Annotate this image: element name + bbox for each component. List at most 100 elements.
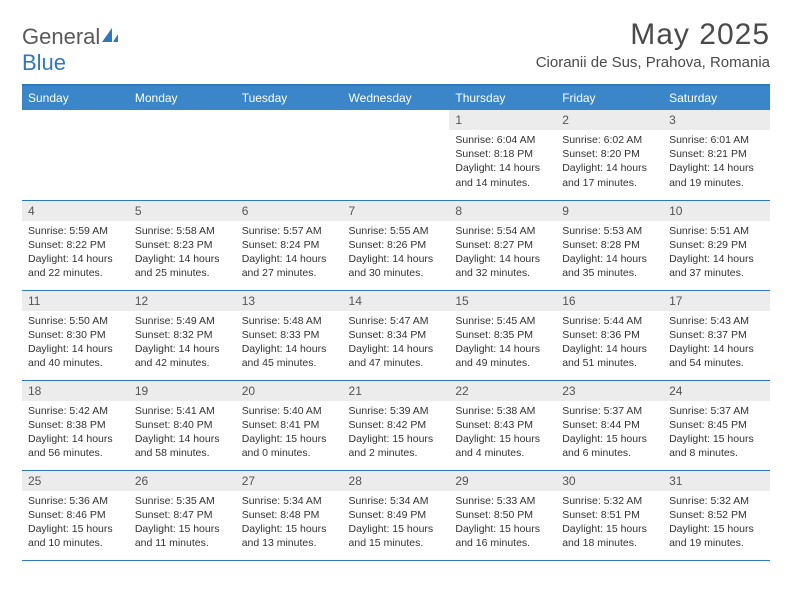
sunset-text: Sunset: 8:38 PM [28, 418, 123, 432]
daylight-text: Daylight: 14 hours and 14 minutes. [455, 161, 550, 189]
calendar-row: 1Sunrise: 6:04 AMSunset: 8:18 PMDaylight… [22, 110, 770, 200]
sunrise-text: Sunrise: 5:33 AM [455, 494, 550, 508]
daylight-text: Daylight: 15 hours and 6 minutes. [562, 432, 657, 460]
sunrise-text: Sunrise: 5:45 AM [455, 314, 550, 328]
calendar-head: SundayMondayTuesdayWednesdayThursdayFrid… [22, 85, 770, 110]
sunset-text: Sunset: 8:41 PM [242, 418, 337, 432]
day-number: 22 [449, 381, 556, 401]
day-number: 9 [556, 201, 663, 221]
calendar-cell [236, 110, 343, 200]
weekday-row: SundayMondayTuesdayWednesdayThursdayFrid… [22, 85, 770, 110]
day-content: Sunrise: 5:44 AMSunset: 8:36 PMDaylight:… [556, 311, 663, 375]
daylight-text: Daylight: 14 hours and 45 minutes. [242, 342, 337, 370]
day-number: 16 [556, 291, 663, 311]
daylight-text: Daylight: 15 hours and 18 minutes. [562, 522, 657, 550]
sunrise-text: Sunrise: 5:55 AM [349, 224, 444, 238]
calendar-cell: 27Sunrise: 5:34 AMSunset: 8:48 PMDayligh… [236, 470, 343, 560]
daylight-text: Daylight: 14 hours and 47 minutes. [349, 342, 444, 370]
day-content: Sunrise: 5:37 AMSunset: 8:44 PMDaylight:… [556, 401, 663, 465]
daylight-text: Daylight: 14 hours and 49 minutes. [455, 342, 550, 370]
day-number: 20 [236, 381, 343, 401]
sunset-text: Sunset: 8:43 PM [455, 418, 550, 432]
sunrise-text: Sunrise: 5:50 AM [28, 314, 123, 328]
sunrise-text: Sunrise: 5:40 AM [242, 404, 337, 418]
calendar-cell: 23Sunrise: 5:37 AMSunset: 8:44 PMDayligh… [556, 380, 663, 470]
title-block: May 2025 Cioranii de Sus, Prahova, Roman… [536, 18, 770, 71]
sunset-text: Sunset: 8:40 PM [135, 418, 230, 432]
day-number: 5 [129, 201, 236, 221]
day-content: Sunrise: 5:34 AMSunset: 8:49 PMDaylight:… [343, 491, 450, 555]
sunset-text: Sunset: 8:42 PM [349, 418, 444, 432]
daylight-text: Daylight: 14 hours and 19 minutes. [669, 161, 764, 189]
sunrise-text: Sunrise: 5:36 AM [28, 494, 123, 508]
calendar-cell: 2Sunrise: 6:02 AMSunset: 8:20 PMDaylight… [556, 110, 663, 200]
day-content: Sunrise: 5:51 AMSunset: 8:29 PMDaylight:… [663, 221, 770, 285]
day-number: 31 [663, 471, 770, 491]
daylight-text: Daylight: 14 hours and 56 minutes. [28, 432, 123, 460]
daylight-text: Daylight: 15 hours and 11 minutes. [135, 522, 230, 550]
calendar-body: 1Sunrise: 6:04 AMSunset: 8:18 PMDaylight… [22, 110, 770, 560]
day-content: Sunrise: 6:04 AMSunset: 8:18 PMDaylight:… [449, 130, 556, 194]
calendar-cell: 22Sunrise: 5:38 AMSunset: 8:43 PMDayligh… [449, 380, 556, 470]
sunrise-text: Sunrise: 5:43 AM [669, 314, 764, 328]
day-number: 10 [663, 201, 770, 221]
day-number: 15 [449, 291, 556, 311]
calendar-row: 4Sunrise: 5:59 AMSunset: 8:22 PMDaylight… [22, 200, 770, 290]
calendar-cell: 29Sunrise: 5:33 AMSunset: 8:50 PMDayligh… [449, 470, 556, 560]
sunrise-text: Sunrise: 5:39 AM [349, 404, 444, 418]
sunset-text: Sunset: 8:28 PM [562, 238, 657, 252]
day-number: 27 [236, 471, 343, 491]
day-number: 23 [556, 381, 663, 401]
day-content: Sunrise: 5:54 AMSunset: 8:27 PMDaylight:… [449, 221, 556, 285]
sunset-text: Sunset: 8:29 PM [669, 238, 764, 252]
day-content: Sunrise: 5:35 AMSunset: 8:47 PMDaylight:… [129, 491, 236, 555]
calendar-cell: 14Sunrise: 5:47 AMSunset: 8:34 PMDayligh… [343, 290, 450, 380]
day-number: 2 [556, 110, 663, 130]
day-number: 19 [129, 381, 236, 401]
calendar-cell: 25Sunrise: 5:36 AMSunset: 8:46 PMDayligh… [22, 470, 129, 560]
weekday-header: Tuesday [236, 85, 343, 110]
logo: General Blue [22, 24, 120, 76]
day-content: Sunrise: 5:40 AMSunset: 8:41 PMDaylight:… [236, 401, 343, 465]
calendar-cell: 13Sunrise: 5:48 AMSunset: 8:33 PMDayligh… [236, 290, 343, 380]
sunrise-text: Sunrise: 5:59 AM [28, 224, 123, 238]
calendar-cell: 12Sunrise: 5:49 AMSunset: 8:32 PMDayligh… [129, 290, 236, 380]
sunset-text: Sunset: 8:50 PM [455, 508, 550, 522]
day-content: Sunrise: 5:32 AMSunset: 8:52 PMDaylight:… [663, 491, 770, 555]
day-content: Sunrise: 6:01 AMSunset: 8:21 PMDaylight:… [663, 130, 770, 194]
calendar-row: 18Sunrise: 5:42 AMSunset: 8:38 PMDayligh… [22, 380, 770, 470]
sunset-text: Sunset: 8:37 PM [669, 328, 764, 342]
calendar-row: 25Sunrise: 5:36 AMSunset: 8:46 PMDayligh… [22, 470, 770, 560]
sunrise-text: Sunrise: 5:53 AM [562, 224, 657, 238]
day-number: 24 [663, 381, 770, 401]
day-number: 6 [236, 201, 343, 221]
calendar-cell: 3Sunrise: 6:01 AMSunset: 8:21 PMDaylight… [663, 110, 770, 200]
daylight-text: Daylight: 14 hours and 40 minutes. [28, 342, 123, 370]
daylight-text: Daylight: 15 hours and 16 minutes. [455, 522, 550, 550]
logo-text-general: General [22, 24, 100, 49]
day-number: 11 [22, 291, 129, 311]
day-number: 13 [236, 291, 343, 311]
sunrise-text: Sunrise: 5:38 AM [455, 404, 550, 418]
calendar-cell: 6Sunrise: 5:57 AMSunset: 8:24 PMDaylight… [236, 200, 343, 290]
day-content: Sunrise: 5:34 AMSunset: 8:48 PMDaylight:… [236, 491, 343, 555]
day-content: Sunrise: 5:48 AMSunset: 8:33 PMDaylight:… [236, 311, 343, 375]
calendar-cell: 7Sunrise: 5:55 AMSunset: 8:26 PMDaylight… [343, 200, 450, 290]
sunset-text: Sunset: 8:44 PM [562, 418, 657, 432]
sunset-text: Sunset: 8:30 PM [28, 328, 123, 342]
daylight-text: Daylight: 14 hours and 35 minutes. [562, 252, 657, 280]
calendar-cell [129, 110, 236, 200]
day-number: 26 [129, 471, 236, 491]
sunrise-text: Sunrise: 5:48 AM [242, 314, 337, 328]
sunset-text: Sunset: 8:20 PM [562, 147, 657, 161]
sunrise-text: Sunrise: 6:04 AM [455, 133, 550, 147]
day-content: Sunrise: 5:55 AMSunset: 8:26 PMDaylight:… [343, 221, 450, 285]
day-content: Sunrise: 5:38 AMSunset: 8:43 PMDaylight:… [449, 401, 556, 465]
sunset-text: Sunset: 8:48 PM [242, 508, 337, 522]
sunset-text: Sunset: 8:33 PM [242, 328, 337, 342]
calendar-cell: 5Sunrise: 5:58 AMSunset: 8:23 PMDaylight… [129, 200, 236, 290]
calendar-cell: 8Sunrise: 5:54 AMSunset: 8:27 PMDaylight… [449, 200, 556, 290]
sunset-text: Sunset: 8:52 PM [669, 508, 764, 522]
daylight-text: Daylight: 14 hours and 22 minutes. [28, 252, 123, 280]
weekday-header: Friday [556, 85, 663, 110]
